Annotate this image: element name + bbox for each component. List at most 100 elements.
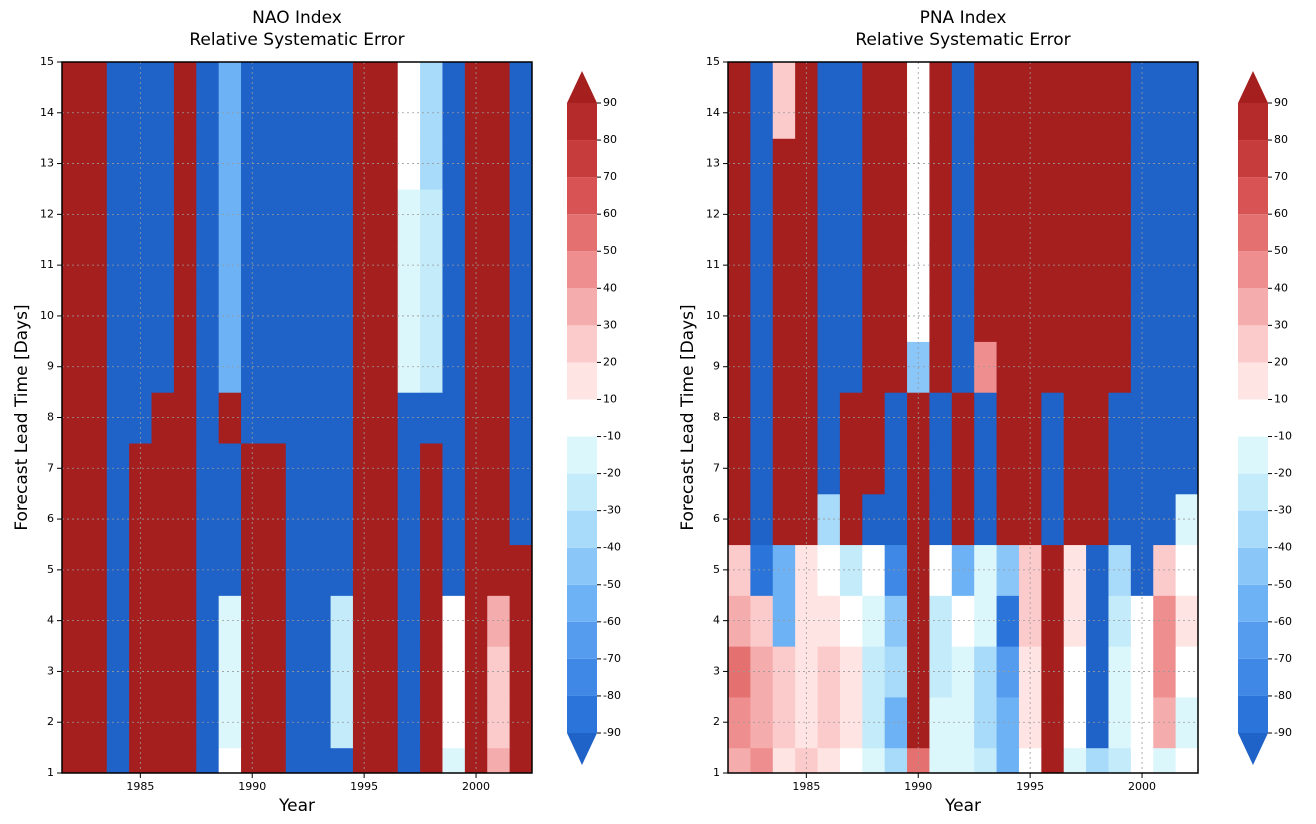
contour-cell	[1041, 544, 1065, 596]
contour-cell	[464, 239, 488, 292]
contour-cell	[795, 595, 819, 647]
colorbar-band	[1238, 177, 1268, 215]
colorbar-label: -40	[1274, 541, 1292, 554]
colorbar-extend-top	[567, 71, 597, 103]
contour-cell	[352, 595, 376, 647]
contour-cell	[907, 62, 931, 88]
colorbar-label: -70	[603, 652, 621, 665]
contour-cell	[750, 595, 774, 647]
contour-cell	[218, 188, 242, 241]
contour-cell	[263, 493, 287, 546]
contour-cell	[750, 442, 774, 495]
contour-cell	[509, 62, 532, 88]
contour-cell	[974, 747, 998, 773]
contour-cell	[509, 290, 532, 342]
colorbar-band	[1238, 621, 1268, 659]
contour-cell	[375, 341, 399, 393]
contour-cell	[375, 696, 399, 749]
x-axis-label: Year	[944, 796, 981, 816]
colorbar-band	[567, 325, 597, 363]
contour-cell	[1086, 341, 1110, 393]
contour-cell	[839, 188, 863, 241]
colorbar-label: -20	[1274, 467, 1292, 480]
contour-cell	[750, 696, 774, 749]
y-axis-label: Forecast Lead Time [Days]	[678, 304, 698, 530]
y-tick-label: 1	[713, 766, 720, 779]
contour-cell	[1063, 239, 1087, 292]
contour-cell	[218, 747, 242, 773]
contour-cell	[795, 188, 819, 241]
colorbar-band	[567, 473, 597, 511]
contour-cell	[884, 87, 908, 139]
contour-cell	[420, 696, 444, 749]
y-tick-label: 10	[706, 309, 720, 322]
contour-cell	[84, 62, 108, 88]
colorbar-label: -40	[603, 541, 621, 554]
contour-cell	[375, 62, 399, 88]
contour-cell	[795, 544, 819, 596]
colorbar-band	[567, 658, 597, 696]
x-tick-label: 1990	[904, 780, 932, 793]
contour-cell	[1175, 493, 1198, 546]
contour-cell	[173, 696, 197, 749]
contour-cell	[308, 544, 332, 596]
contour-cell	[1063, 544, 1087, 596]
contour-cell	[1041, 341, 1065, 393]
colorbar-label: 80	[603, 133, 617, 146]
y-tick-label: 13	[706, 157, 720, 170]
colorbar-band	[1238, 510, 1268, 548]
contour-cell	[263, 239, 287, 292]
contour-cell	[173, 239, 197, 292]
contour-cell	[1086, 544, 1110, 596]
colorbar-label: 40	[1274, 281, 1288, 294]
contour-cell	[750, 493, 774, 546]
colorbar-label: 30	[603, 318, 617, 331]
contour-cell	[308, 747, 332, 773]
y-tick-label: 4	[47, 614, 54, 627]
colorbar: -90 -80 -70 -60 -50 -40 -30 -20 -10 10 20 30 40 50 60 7…	[567, 71, 621, 765]
contour-cell	[218, 87, 242, 139]
contour-cell	[1175, 188, 1198, 241]
contour-cell	[1063, 696, 1087, 749]
chart-title: NAO Index	[252, 8, 342, 28]
contour-cell	[929, 696, 953, 749]
contour-cell	[308, 392, 332, 444]
contour-cell	[129, 493, 153, 546]
contour-cell	[1018, 290, 1042, 342]
colorbar-label: 50	[603, 244, 617, 257]
contour-cell	[839, 696, 863, 749]
contour-cell	[84, 544, 108, 596]
contour-cell	[420, 493, 444, 546]
contour-cell	[1041, 62, 1065, 88]
contour-cell	[929, 239, 953, 292]
contour-cell	[375, 595, 399, 647]
contour-cell	[1086, 188, 1110, 241]
contour-cell	[308, 595, 332, 647]
y-tick-label: 15	[40, 55, 54, 68]
y-tick-label: 5	[713, 563, 720, 576]
contour-cell	[218, 595, 242, 647]
colorbar-label: 70	[1274, 170, 1288, 183]
contour-cell	[1086, 87, 1110, 139]
contour-cell	[817, 747, 841, 773]
contour-cell	[218, 341, 242, 393]
contour-cell	[884, 62, 908, 88]
contour-cell	[263, 87, 287, 139]
contour-cell	[1086, 239, 1110, 292]
contour-cell	[974, 595, 998, 647]
y-tick-label: 6	[713, 512, 720, 525]
contour-cell	[397, 87, 421, 139]
contour-cell	[1175, 595, 1198, 647]
colorbar-label: -10	[1274, 430, 1292, 443]
contour-cell	[884, 595, 908, 647]
contour-cell	[151, 747, 175, 773]
contour-cell	[750, 138, 774, 190]
contour-cell	[817, 62, 841, 88]
contour-cell	[1130, 646, 1154, 698]
contour-cell	[397, 646, 421, 698]
x-tick-label: 2000	[462, 780, 490, 793]
contour-cell	[951, 747, 975, 773]
contour-cell	[1041, 595, 1065, 647]
contour-cell	[375, 138, 399, 190]
contour-cell	[263, 290, 287, 342]
